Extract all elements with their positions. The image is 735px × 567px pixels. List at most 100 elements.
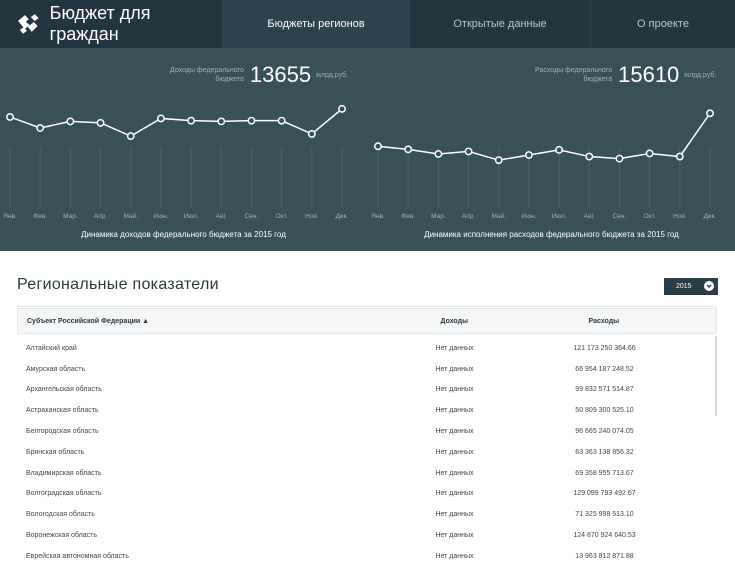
cell-subject: Белгородская область [26,428,99,436]
data-point [277,116,286,125]
expense-chart-panel: Расходы федерального бюджета 15610 млрд.… [368,48,735,251]
x-tick-label: Май. [123,212,138,220]
table-row[interactable]: Воронежская область Нет данных 124 870 924… [17,525,717,546]
cell-subject: Волгоградская область [26,490,102,498]
cell-expense: 124 870 924 640.53 [573,532,636,540]
x-tick-label: Фев. [33,213,47,220]
cell-income: Нет данных [435,532,474,540]
expense-chart-title: Динамика исполнения расходов федеральног… [424,230,679,239]
year-select-value: 2015 [676,283,692,290]
table-row[interactable]: Вологодская область Нет данных 71 325 998 … [17,504,717,525]
table-row[interactable]: Владимирская область Нет данных 69 358 955… [17,463,717,484]
cell-income: Нет данных [435,552,474,560]
x-tick-label: Окт. [644,213,656,220]
data-point [524,151,533,159]
app-logo[interactable]: Бюджет для граждан [0,0,222,48]
year-select[interactable]: 2015 [664,278,718,295]
expense-kpi: Расходы федерального бюджета 15610 млрд.… [535,62,716,88]
income-line-chart: Янв. Фев. Мар. Апр. Май. Июн. Июл. Авг. Сен. Окт.… [3,104,349,220]
section-title: Региональные показатели [17,276,219,293]
income-kpi-unit: млрд.руб. [316,71,349,79]
income-kpi: Доходы федерального бюджета 13655 млрд.р… [170,62,348,88]
column-header-subject[interactable]: Субъект Российской Федерации ▲ [27,317,150,325]
data-point [404,145,413,154]
nav-about[interactable]: О проекте [590,0,735,48]
income-kpi-value: 13655 [249,62,312,87]
income-kpi-label: Доходы федерального бюджета [170,67,244,83]
data-point [434,150,443,158]
cell-expense: 66 954 187 248.52 [575,365,634,373]
x-tick-label: Янв. [371,213,385,220]
x-tick-label: Сен. [245,213,259,220]
x-tick-label: Сен. [613,213,627,220]
cell-expense: 99 832 571 514.87 [575,386,634,394]
income-chart-title: Динамика доходов федерального бюджета за… [81,230,286,239]
divider [17,306,717,307]
data-point [615,154,624,163]
cell-expense: 121 173 250 364.66 [573,344,636,352]
column-header-expense[interactable]: Расходы [588,317,620,325]
series-line [9,108,343,137]
data-point [66,117,75,126]
x-tick-label: Апр. [462,213,475,220]
table-row[interactable]: Архангельская область Нет данных 99 832 57… [17,380,717,401]
regional-indicators-section: Региональные показатели 2015 Субъект Рос… [0,251,735,560]
table-row[interactable]: Алтайский край Нет данных 121 173 250 364.… [17,338,717,359]
income-chart-panel: Доходы федерального бюджета 13655 млрд.р… [0,48,367,251]
cell-subject: Амурская область [26,365,86,373]
cell-subject: Алтайский край [26,344,77,352]
cell-income: Нет данных [435,490,474,498]
cell-income: Нет данных [435,428,474,436]
x-tick-label: Мар. [63,213,78,220]
cell-subject: Брянская область [26,448,85,456]
x-tick-label: Июл. [184,213,199,220]
data-point [307,129,316,138]
cell-expense: 63 363 138 856.32 [575,448,634,456]
expense-kpi-unit: млрд.руб. [684,71,717,79]
table-row[interactable]: Астраханская область Нет данных 50 809 300… [17,400,717,421]
expense-kpi-label: Расходы федерального бюджета [535,67,613,83]
cell-income: Нет данных [435,469,474,477]
data-point [706,109,714,118]
x-tick-label: Ноя. [673,213,687,220]
chevron-down-icon [704,281,714,291]
table-row[interactable]: Еврейская автономная область Нет данных 13… [17,546,717,567]
table-body: Алтайский край Нет данных 121 173 250 364.… [17,338,717,567]
scrollbar[interactable] [715,336,717,416]
cell-subject: Архангельская область [26,386,102,394]
nav-regional-budgets[interactable]: Бюджеты регионов [222,0,409,48]
data-point [6,113,14,121]
x-tick-label: Апр. [94,213,107,220]
data-point [187,116,196,125]
data-point [645,149,654,158]
x-tick-label: Окт. [276,213,288,220]
x-tick-label: Янв. [3,213,17,220]
x-tick-label: Ноя. [305,213,319,220]
cell-subject: Астраханская область [26,407,99,415]
column-header-income[interactable]: Доходы [440,317,469,325]
cell-expense: 129 099 793 492.67 [573,490,636,498]
x-tick-label: Дек. [704,213,717,220]
data-point [126,132,135,141]
expense-line-chart: Янв. Фев. Мар. Апр. Май. Июн. Июл. Авг. Сен. Окт.… [371,109,717,220]
table-row[interactable]: Брянская область Нет данных 63 363 138 856… [17,442,717,463]
budget-overview: Доходы федерального бюджета 13655 млрд.р… [0,48,735,251]
data-point [338,104,346,113]
cell-income: Нет данных [435,386,474,394]
x-tick-label: Авг. [584,213,595,220]
x-tick-label: Июл. [552,213,567,220]
data-point [464,147,473,156]
data-point [36,124,45,132]
data-point [247,116,256,125]
table-row[interactable]: Белгородская область Нет данных 96 665 240… [17,421,717,442]
x-tick-label: Авг. [216,213,227,220]
data-point [555,145,564,154]
data-point [675,152,684,161]
app-title: Бюджет для граждан [49,3,151,44]
cell-expense: 71 325 998 513.10 [575,511,634,519]
table-row[interactable]: Волгоградская область Нет данных 129 099 7… [17,484,717,505]
table-row[interactable]: Амурская область Нет данных 66 954 187 248… [17,359,717,380]
cell-subject: Владимирская область [26,469,102,477]
nav-open-data[interactable]: Открытые данные [409,0,590,48]
series-line [377,112,711,161]
